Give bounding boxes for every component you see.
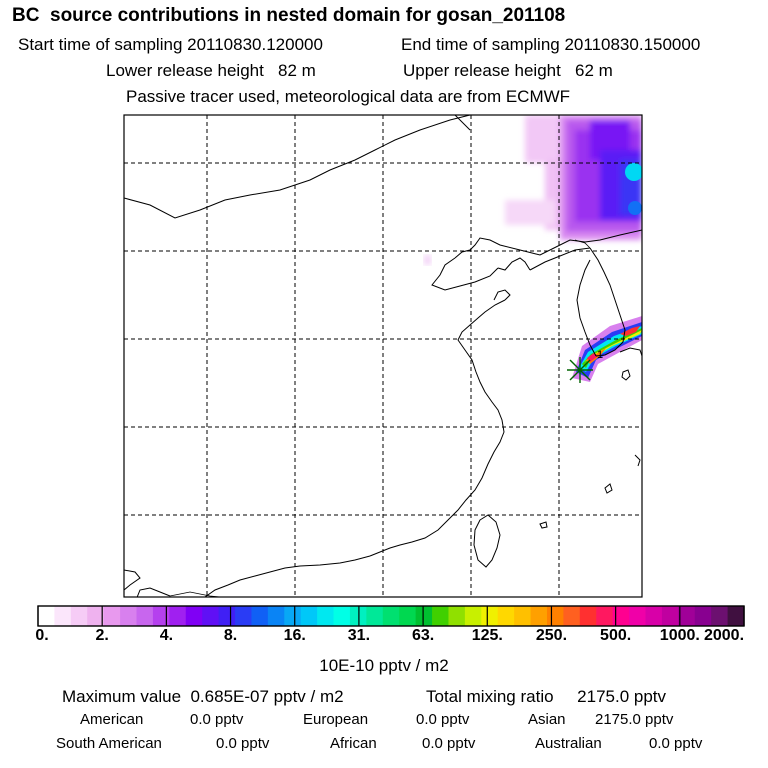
colorbar-swatch [70, 606, 88, 626]
colorbar-tick-label: 0. [35, 627, 49, 644]
colorbar-swatch [727, 606, 745, 626]
colorbar-tick-label: 16. [283, 627, 306, 644]
colorbar-tick-label: 63. [411, 627, 435, 644]
colorbar-swatch [579, 606, 597, 626]
total-mixing-ratio: Total mixing ratio 2175.0 pptv [426, 687, 667, 706]
colorbar-swatch [415, 606, 433, 626]
colorbar-swatch [333, 606, 351, 626]
colorbar-swatch [317, 606, 335, 626]
colorbar-swatch [464, 606, 482, 626]
colorbar-swatch [120, 606, 138, 626]
plume-hotspot-mid [628, 201, 642, 215]
sampling-start-time: Start time of sampling 20110830.120000 [18, 35, 323, 54]
colorbar-swatch [54, 606, 72, 626]
colorbar-swatch [694, 606, 712, 626]
colorbar-tick-label: 31. [347, 627, 371, 644]
colorbar-swatch [136, 606, 154, 626]
region-label-asian: Asian [528, 711, 566, 728]
colorbar-swatch [152, 606, 170, 626]
tracer-note: Passive tracer used, meteorological data… [126, 87, 571, 106]
region-label-south-american: South American [56, 735, 162, 752]
colorbar-swatch [267, 606, 285, 626]
colorbar-tick-label: 125. [471, 627, 503, 644]
colorbar-swatch [169, 606, 187, 626]
colorbar-swatch [87, 606, 105, 626]
region-label-african: African [330, 735, 377, 752]
lat-lon-grid [124, 115, 642, 597]
country-borders [169, 239, 591, 597]
release-site-marker [567, 357, 593, 383]
coastlines [124, 115, 642, 597]
colorbar-swatch [678, 606, 696, 626]
colorbar-swatch [514, 606, 532, 626]
colorbar-swatch [235, 606, 253, 626]
colorbar-tick-label: 1000. [659, 627, 700, 644]
region-value-south-american: 0.0 pptv [216, 735, 270, 752]
colorbar-swatch [251, 606, 269, 626]
map-frame [123, 114, 643, 598]
colorbar-swatch [645, 606, 663, 626]
colorbar-swatch [596, 606, 614, 626]
upper-release-height: Upper release height 62 m [403, 61, 613, 80]
map-title: BC source contributions in nested domain… [12, 5, 566, 26]
colorbar-swatch [481, 606, 499, 626]
northern-plume [505, 115, 642, 240]
lower-release-height: Lower release height 82 m [106, 61, 316, 80]
colorbar-swatch [366, 606, 384, 626]
region-label-australian: Australian [535, 735, 602, 752]
region-label-american: American [80, 711, 144, 728]
plume-hotspot-north [625, 163, 642, 181]
region-value-asian: 2175.0 pptv [595, 711, 674, 728]
colorbar-tick-label: 4. [159, 627, 174, 644]
colorbar-swatch [103, 606, 121, 626]
colorbar-swatch [497, 606, 515, 626]
region-value-african: 0.0 pptv [422, 735, 476, 752]
colorbar-swatch [563, 606, 581, 626]
colorbar-swatch [448, 606, 466, 626]
colorbar-frame [37, 605, 745, 627]
region-value-american: 0.0 pptv [190, 711, 244, 728]
region-value-australian: 0.0 pptv [649, 735, 703, 752]
colorbar-swatch [530, 606, 548, 626]
colorbar-tick-label: 2. [95, 627, 109, 644]
colorbar-tick-label: 2000. [703, 627, 745, 644]
region-label-european: European [303, 711, 369, 728]
colorbar-swatch [612, 606, 630, 626]
colorbar-swatch [382, 606, 400, 626]
colorbar-swatch [202, 606, 220, 626]
colorbar-swatch [629, 606, 647, 626]
colorbar-swatch [432, 606, 450, 626]
colorbar-swatch [218, 606, 236, 626]
colorbar-unit: 10E-10 pptv / m2 [319, 656, 449, 675]
colorbar-swatch [300, 606, 318, 626]
colorbar-tick-label: 250. [535, 627, 568, 644]
colorbar [37, 605, 745, 627]
release-site-number: 1 [597, 349, 603, 361]
maximum-value: Maximum value 0.685E-07 pptv / m2 [62, 687, 344, 706]
colorbar-tick-label: 500. [600, 627, 632, 644]
region-value-european: 0.0 pptv [416, 711, 470, 728]
colorbar-tick-label: 8. [223, 627, 238, 644]
colorbar-swatch [185, 606, 203, 626]
colorbar-swatch [399, 606, 417, 626]
colorbar-swatch [284, 606, 302, 626]
sampling-end-time: End time of sampling 20110830.150000 [401, 35, 701, 54]
colorbar-swatch [38, 606, 56, 626]
colorbar-swatch [711, 606, 729, 626]
colorbar-swatch [661, 606, 679, 626]
colorbar-swatch [546, 606, 564, 626]
